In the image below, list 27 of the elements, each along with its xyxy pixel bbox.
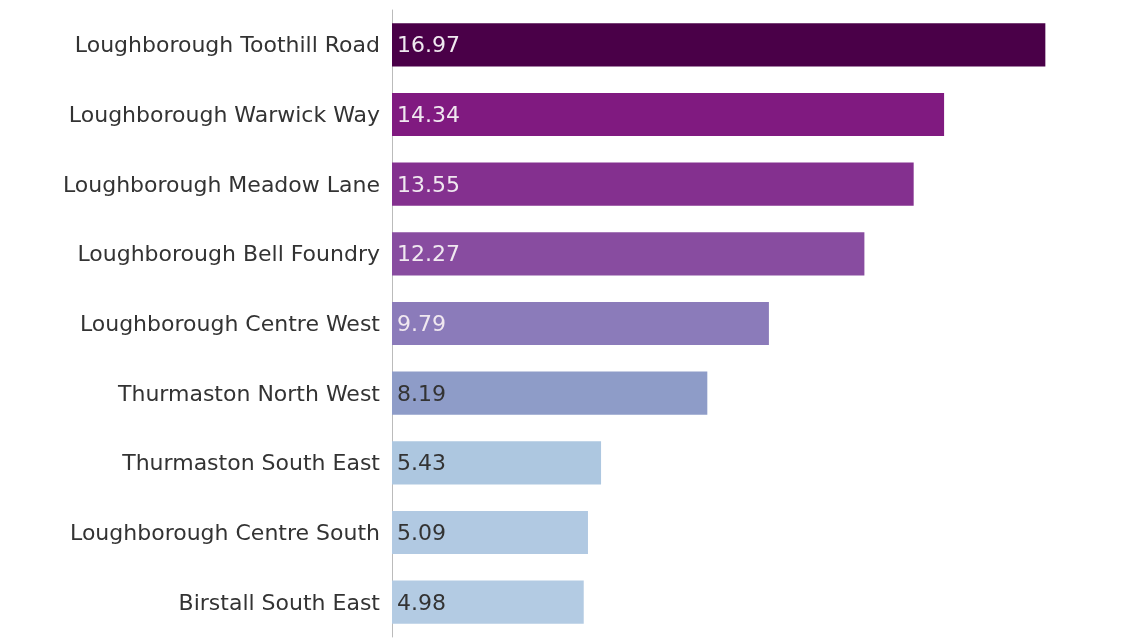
bar <box>392 162 914 206</box>
y-tick-label: Thurmaston North West <box>117 380 381 406</box>
y-tick-label: Birstall South East <box>178 589 381 615</box>
y-tick-label: Thurmaston South East <box>121 450 381 476</box>
bar <box>392 441 602 485</box>
bar <box>392 232 865 276</box>
data-label: 16.97 <box>397 32 460 58</box>
y-tick-label: Loughborough Warwick Way <box>68 102 380 127</box>
bar <box>392 92 945 137</box>
data-label: 5.43 <box>397 450 446 476</box>
y-tick-label: Loughborough Centre West <box>79 311 381 336</box>
data-label: 12.27 <box>397 241 460 267</box>
bar <box>392 510 588 555</box>
bar <box>392 301 769 346</box>
data-label: 4.98 <box>397 589 446 615</box>
data-label: 5.09 <box>397 520 446 545</box>
y-tick-label: Loughborough Bell Foundry <box>77 241 380 267</box>
data-label: 14.34 <box>397 102 460 127</box>
y-tick-label: Loughborough Toothill Road <box>74 32 380 58</box>
bar <box>392 580 584 624</box>
bar <box>392 23 1046 67</box>
bar <box>392 371 708 415</box>
data-label: 9.79 <box>397 311 446 336</box>
y-tick-label: Loughborough Meadow Lane <box>62 171 380 197</box>
y-tick-label: Loughborough Centre South <box>70 520 380 545</box>
data-label: 8.19 <box>397 380 446 406</box>
data-label: 13.55 <box>397 171 460 197</box>
